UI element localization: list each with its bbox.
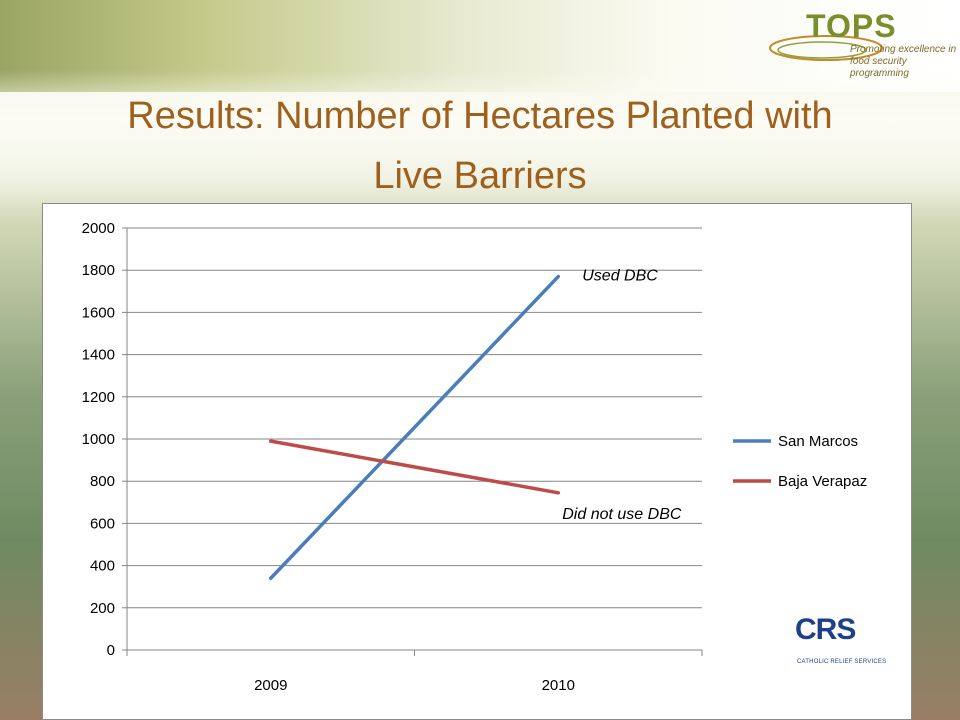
y-axis-ticks: 0 200 400 600 800 1000 1200 1400 1600 1800 2000 xyxy=(82,220,127,659)
x-axis-ticks: 2009 2010 xyxy=(126,650,703,694)
crs-logo-text: CRS xyxy=(795,613,856,646)
tops-logo-tagline: Promoting excellence in food security pr… xyxy=(850,44,957,79)
y-tick-label: 2000 xyxy=(82,220,115,237)
slide-title-line-1: Results: Number of Hectares Planted with xyxy=(127,95,833,137)
crs-logo-subtitle: CATHOLIC RELIEF SERVICES xyxy=(797,659,887,665)
annotation-0: Used DBC xyxy=(582,268,658,285)
x-tick-label: 2009 xyxy=(254,677,287,694)
slide-title: Results: Number of Hectares Planted with… xyxy=(0,86,960,206)
y-tick-label: 1000 xyxy=(82,431,115,448)
chart-panel: 0 200 400 600 800 1000 1200 1400 1600 1800 2000 20… xyxy=(42,203,912,720)
header-fade xyxy=(0,70,960,210)
y-tick-label: 1200 xyxy=(82,389,115,406)
tops-logo: TOPS Promoting excellence in food securi… xyxy=(766,8,956,79)
y-tick-label: 600 xyxy=(90,515,115,532)
chart-series xyxy=(269,274,560,581)
y-tick-label: 400 xyxy=(90,558,115,575)
slide-title-line-2: Live Barriers xyxy=(373,155,587,197)
chart-legend: San Marcos Baja Verapaz xyxy=(733,433,867,490)
annotation-1: Did not use DBC xyxy=(562,506,682,523)
chart-annotations: Used DBC Did not use DBC xyxy=(562,268,682,523)
x-tick-label: 2010 xyxy=(542,677,575,694)
tops-logo-text: TOPS xyxy=(806,8,897,44)
y-tick-label: 200 xyxy=(90,600,115,617)
legend-label-0: San Marcos xyxy=(778,433,858,450)
line-chart: 0 200 400 600 800 1000 1200 1400 1600 1800 2000 20… xyxy=(82,220,868,694)
crs-logo: CRS CATHOLIC RELIEF SERVICES xyxy=(795,613,891,675)
y-tick-label: 1600 xyxy=(82,304,115,321)
tops-logo-swoosh xyxy=(769,35,883,61)
y-tick-label: 0 xyxy=(107,642,115,659)
legend-label-1: Baja Verapaz xyxy=(778,473,867,490)
series-line-0 xyxy=(269,274,560,581)
chart-gridlines xyxy=(127,227,702,609)
y-tick-label: 1400 xyxy=(82,347,115,364)
series-line-1 xyxy=(269,439,560,495)
y-tick-label: 800 xyxy=(90,473,115,490)
y-tick-label: 1800 xyxy=(82,262,115,279)
